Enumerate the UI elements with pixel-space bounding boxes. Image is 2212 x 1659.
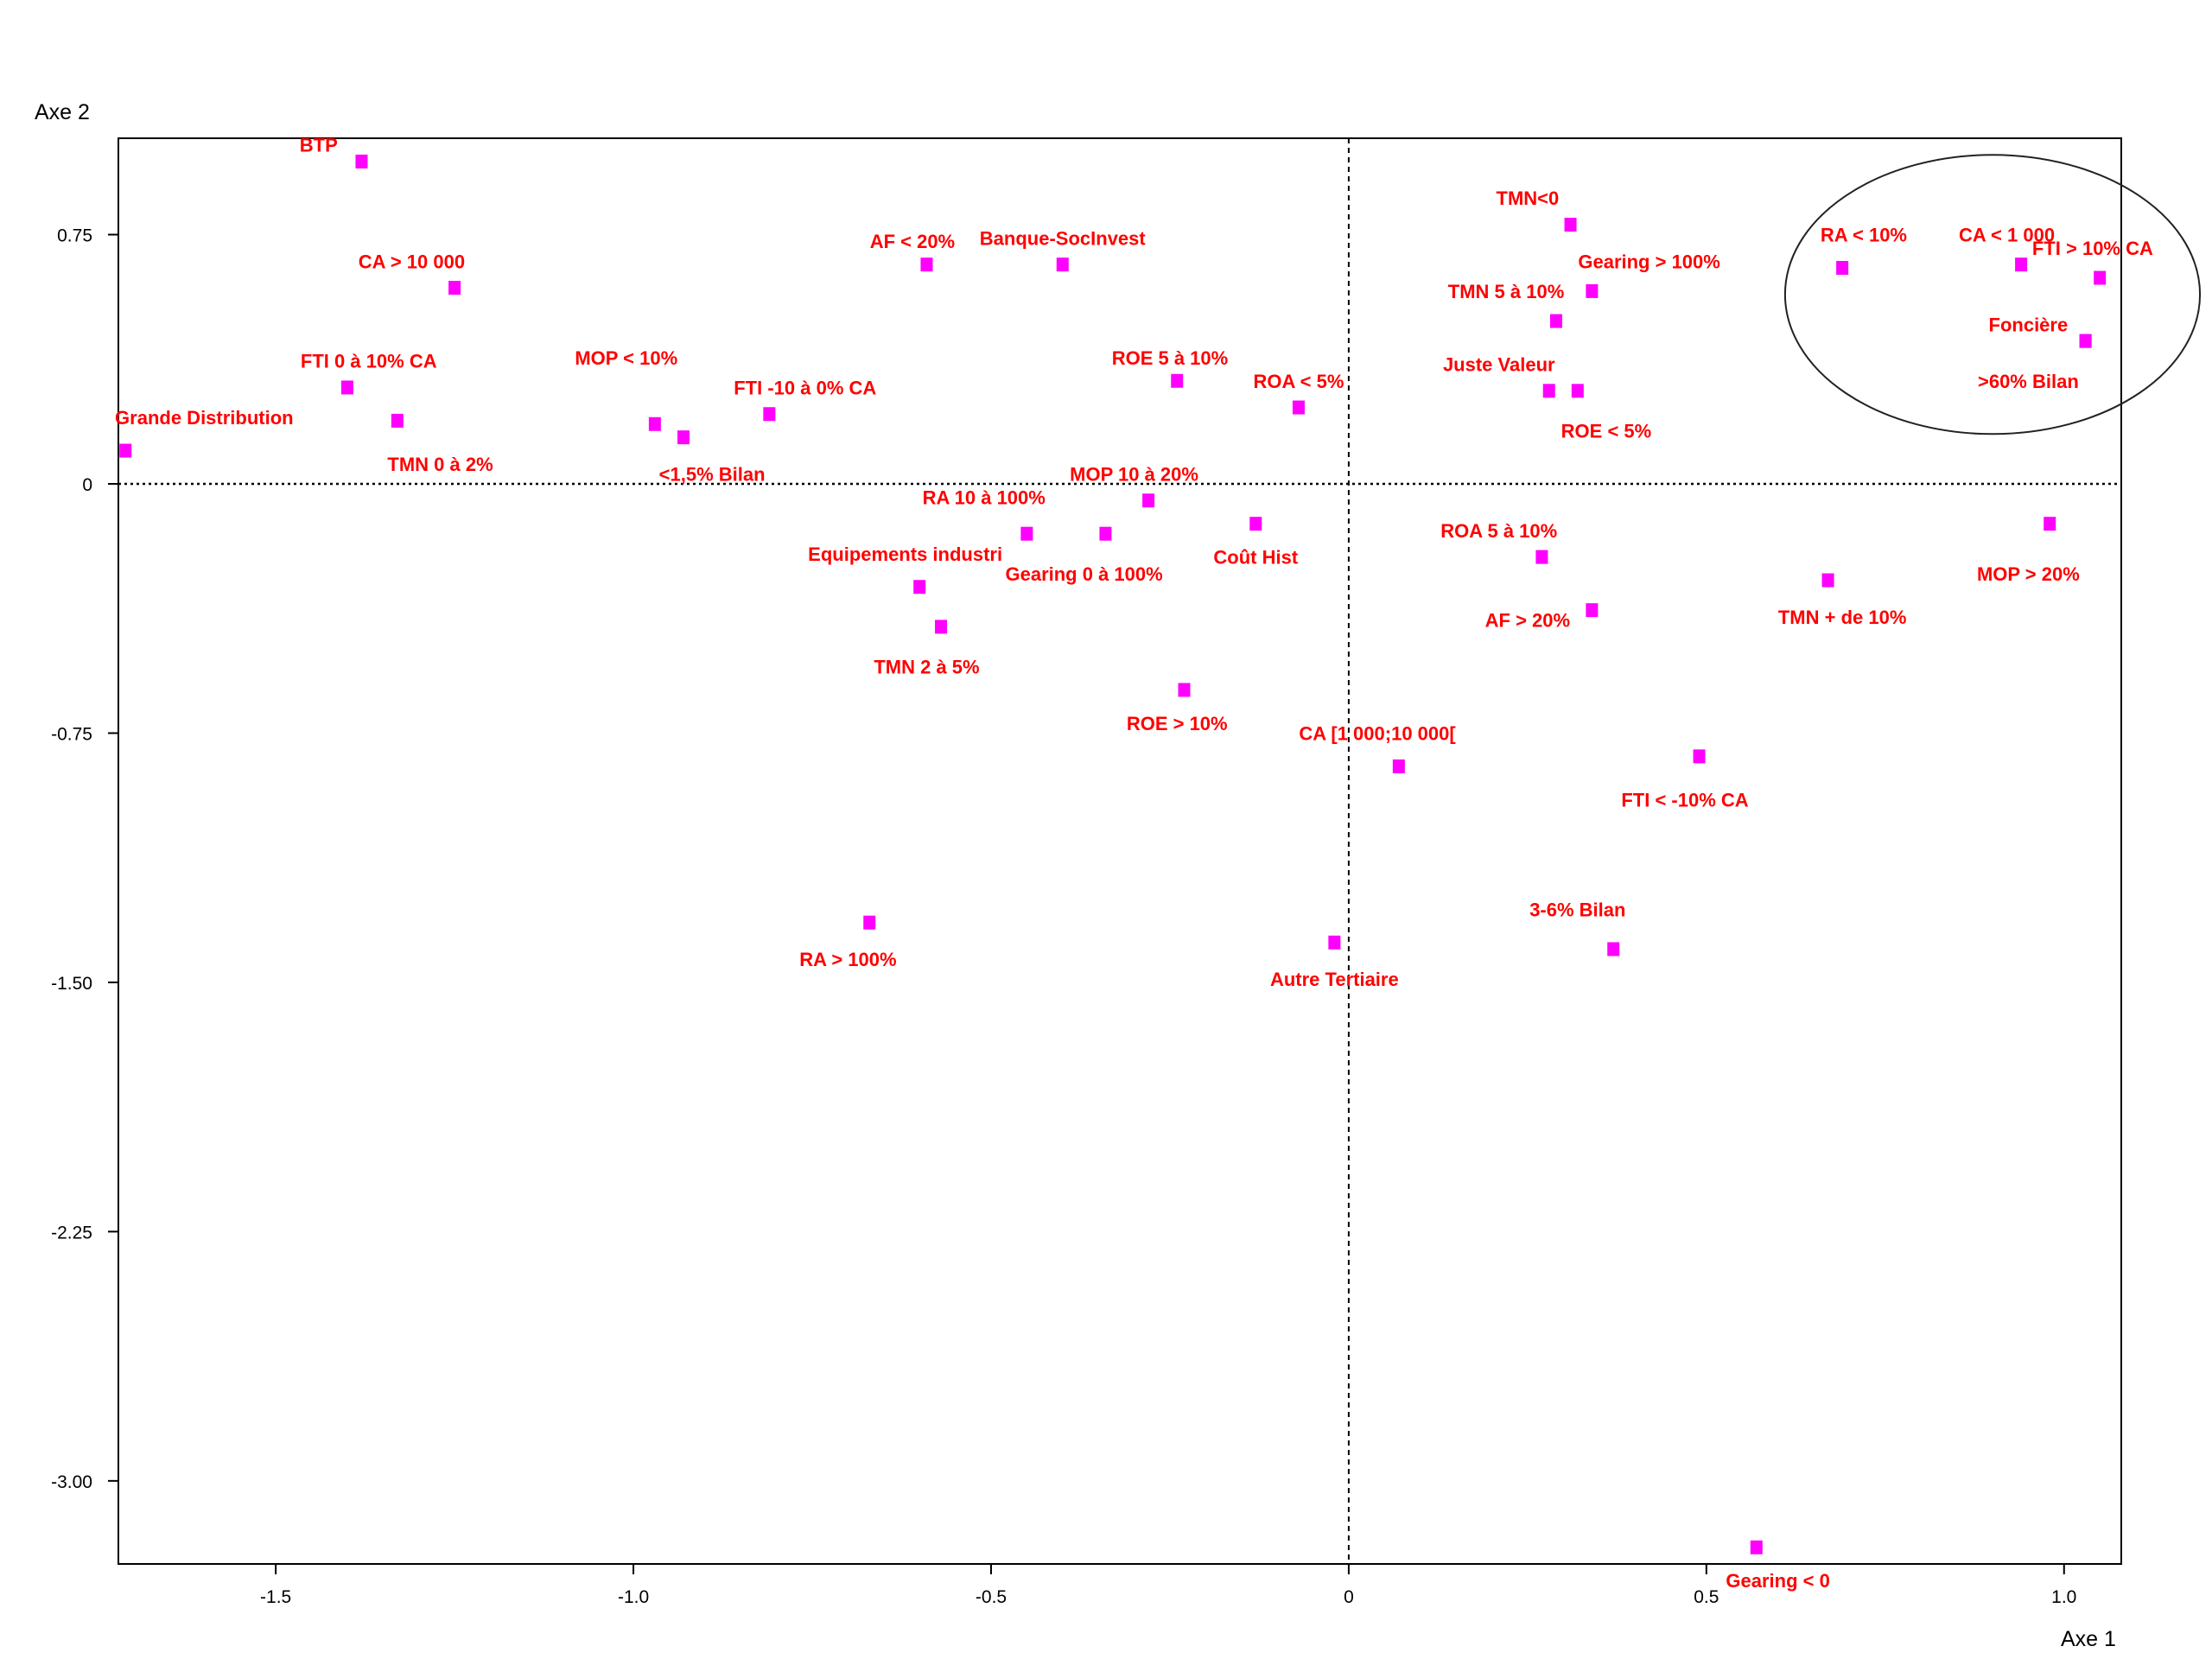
point-33-marker: [2015, 257, 2028, 272]
point-12-label: MOP 10 à 20%: [1070, 463, 1198, 485]
point-32-label: RA < 10%: [1821, 225, 1907, 246]
point-31-marker: [1750, 1540, 1763, 1554]
point-15-label: Coût Hist: [1213, 547, 1298, 569]
point-18-marker: [1178, 683, 1191, 697]
point-38-label: MOP > 20%: [1977, 563, 2080, 585]
point-6-label: <1,5% Bilan: [659, 463, 766, 485]
point-19-marker: [1392, 759, 1405, 773]
y-axis-title: Axe 2: [35, 100, 90, 124]
axes-layer: -1.5 -1.0 -0.5 0 0.5 1.0 0.75 0 -0.75 -1.50 -2.25 -…: [51, 137, 2122, 1607]
point-25-marker: [1542, 384, 1555, 398]
x-tick-label: -0.5: [976, 1587, 1007, 1607]
x-tick-label: 1.0: [2051, 1587, 2076, 1607]
point-4-marker: [119, 443, 132, 458]
point-0-label: BTP: [300, 135, 338, 156]
point-22-label: TMN<0: [1497, 188, 1560, 209]
point-12-marker: [1142, 493, 1155, 508]
plot-frame: [118, 137, 2122, 1565]
highlight-ellipse-layer: [1783, 154, 2202, 435]
data-points-layer: BTP CA > 10 000 FTI 0 à 10% CA TMN 0 à 2% Gr…: [115, 135, 2153, 1592]
point-4-label: Grande Distribution: [115, 407, 294, 429]
point-27-marker: [1535, 550, 1548, 564]
point-34-label: FTI > 10% CA: [2032, 238, 2153, 259]
point-13-marker: [1020, 526, 1033, 541]
point-15-marker: [1249, 517, 1262, 531]
point-14-marker: [1099, 526, 1112, 541]
point-21-marker: [1328, 935, 1341, 950]
point-5-label: MOP < 10%: [575, 347, 677, 369]
point-10-marker: [1171, 373, 1184, 388]
point-38-marker: [2044, 517, 2056, 531]
point-35-label: Foncière: [1989, 314, 2069, 335]
point-33-label: CA < 1 000: [1959, 225, 2055, 246]
point-17-label: TMN 2 à 5%: [874, 657, 979, 678]
point-7-label: FTI -10 à 0% CA: [734, 377, 876, 398]
highlight-ellipse: [1783, 154, 2202, 435]
point-20-marker: [863, 915, 876, 930]
point-18-label: ROE > 10%: [1127, 713, 1228, 734]
x-tick-label: 0.5: [1694, 1587, 1719, 1607]
y-tick-label: -2.25: [51, 1223, 92, 1243]
point-16-marker: [913, 580, 926, 594]
x-tick-label: 0: [1344, 1587, 1354, 1607]
point-28-marker: [1586, 603, 1599, 618]
point-23-marker: [1586, 283, 1599, 298]
point-28-label: AF > 20%: [1485, 610, 1570, 632]
point-13-label: RA 10 à 100%: [923, 486, 1046, 508]
point-2-label: FTI 0 à 10% CA: [301, 351, 437, 372]
point-17-marker: [935, 620, 948, 634]
point-21-label: Autre Tertiaire: [1270, 969, 1399, 990]
y-tick-label: -0.75: [51, 724, 92, 744]
point-25-label: Juste Valeur: [1443, 354, 1555, 376]
point-36-marker: [2079, 334, 2092, 348]
point-26-label: ROE < 5%: [1561, 420, 1652, 442]
point-16-label: Equipements industri: [808, 543, 1002, 565]
x-tick-label: -1.5: [260, 1587, 291, 1607]
point-26-marker: [1571, 384, 1584, 398]
point-6-marker: [677, 430, 690, 445]
point-29-label: FTI < -10% CA: [1621, 789, 1748, 810]
y-tick-label: -1.50: [51, 974, 92, 994]
y-tick-label: 0: [82, 475, 92, 495]
point-14-label: Gearing 0 à 100%: [1005, 563, 1162, 585]
point-23-label: Gearing > 100%: [1578, 251, 1719, 272]
point-22-marker: [1564, 218, 1577, 232]
point-3-label: TMN 0 à 2%: [387, 454, 493, 475]
y-tick-label: -3.00: [51, 1472, 92, 1492]
point-1-marker: [448, 281, 461, 296]
point-11-label: ROA < 5%: [1253, 371, 1344, 392]
point-24-label: TMN 5 à 10%: [1448, 281, 1565, 302]
point-36-label: >60% Bilan: [1978, 371, 2079, 392]
point-34-marker: [2094, 270, 2107, 285]
point-37-label: TMN + de 10%: [1778, 607, 1907, 628]
point-31-label: Gearing < 0: [1726, 1570, 1829, 1592]
point-10-label: ROE 5 à 10%: [1112, 347, 1229, 369]
point-30-marker: [1607, 942, 1620, 957]
point-9-label: Banque-SocInvest: [980, 227, 1147, 249]
point-1-label: CA > 10 000: [359, 251, 465, 272]
point-29-marker: [1693, 749, 1706, 764]
point-3-marker: [391, 413, 404, 428]
x-tick-label: -1.0: [618, 1587, 649, 1607]
x-axis-title: Axe 1: [2061, 1627, 2116, 1651]
point-8-marker: [920, 257, 933, 272]
point-24-marker: [1549, 314, 1562, 328]
point-9-marker: [1056, 257, 1069, 272]
point-7-marker: [763, 407, 776, 422]
point-2-marker: [340, 380, 353, 395]
point-5-marker: [648, 416, 661, 431]
point-0-marker: [355, 154, 368, 168]
point-8-label: AF < 20%: [870, 231, 955, 252]
point-11-marker: [1292, 400, 1305, 415]
point-37-marker: [1821, 573, 1834, 588]
point-30-label: 3-6% Bilan: [1529, 899, 1625, 920]
point-27-label: ROA 5 à 10%: [1440, 520, 1557, 542]
point-19-label: CA [1 000;10 000[: [1299, 722, 1456, 744]
point-20-label: RA > 100%: [799, 949, 896, 970]
y-tick-label: 0.75: [57, 226, 92, 246]
point-32-marker: [1836, 261, 1849, 275]
